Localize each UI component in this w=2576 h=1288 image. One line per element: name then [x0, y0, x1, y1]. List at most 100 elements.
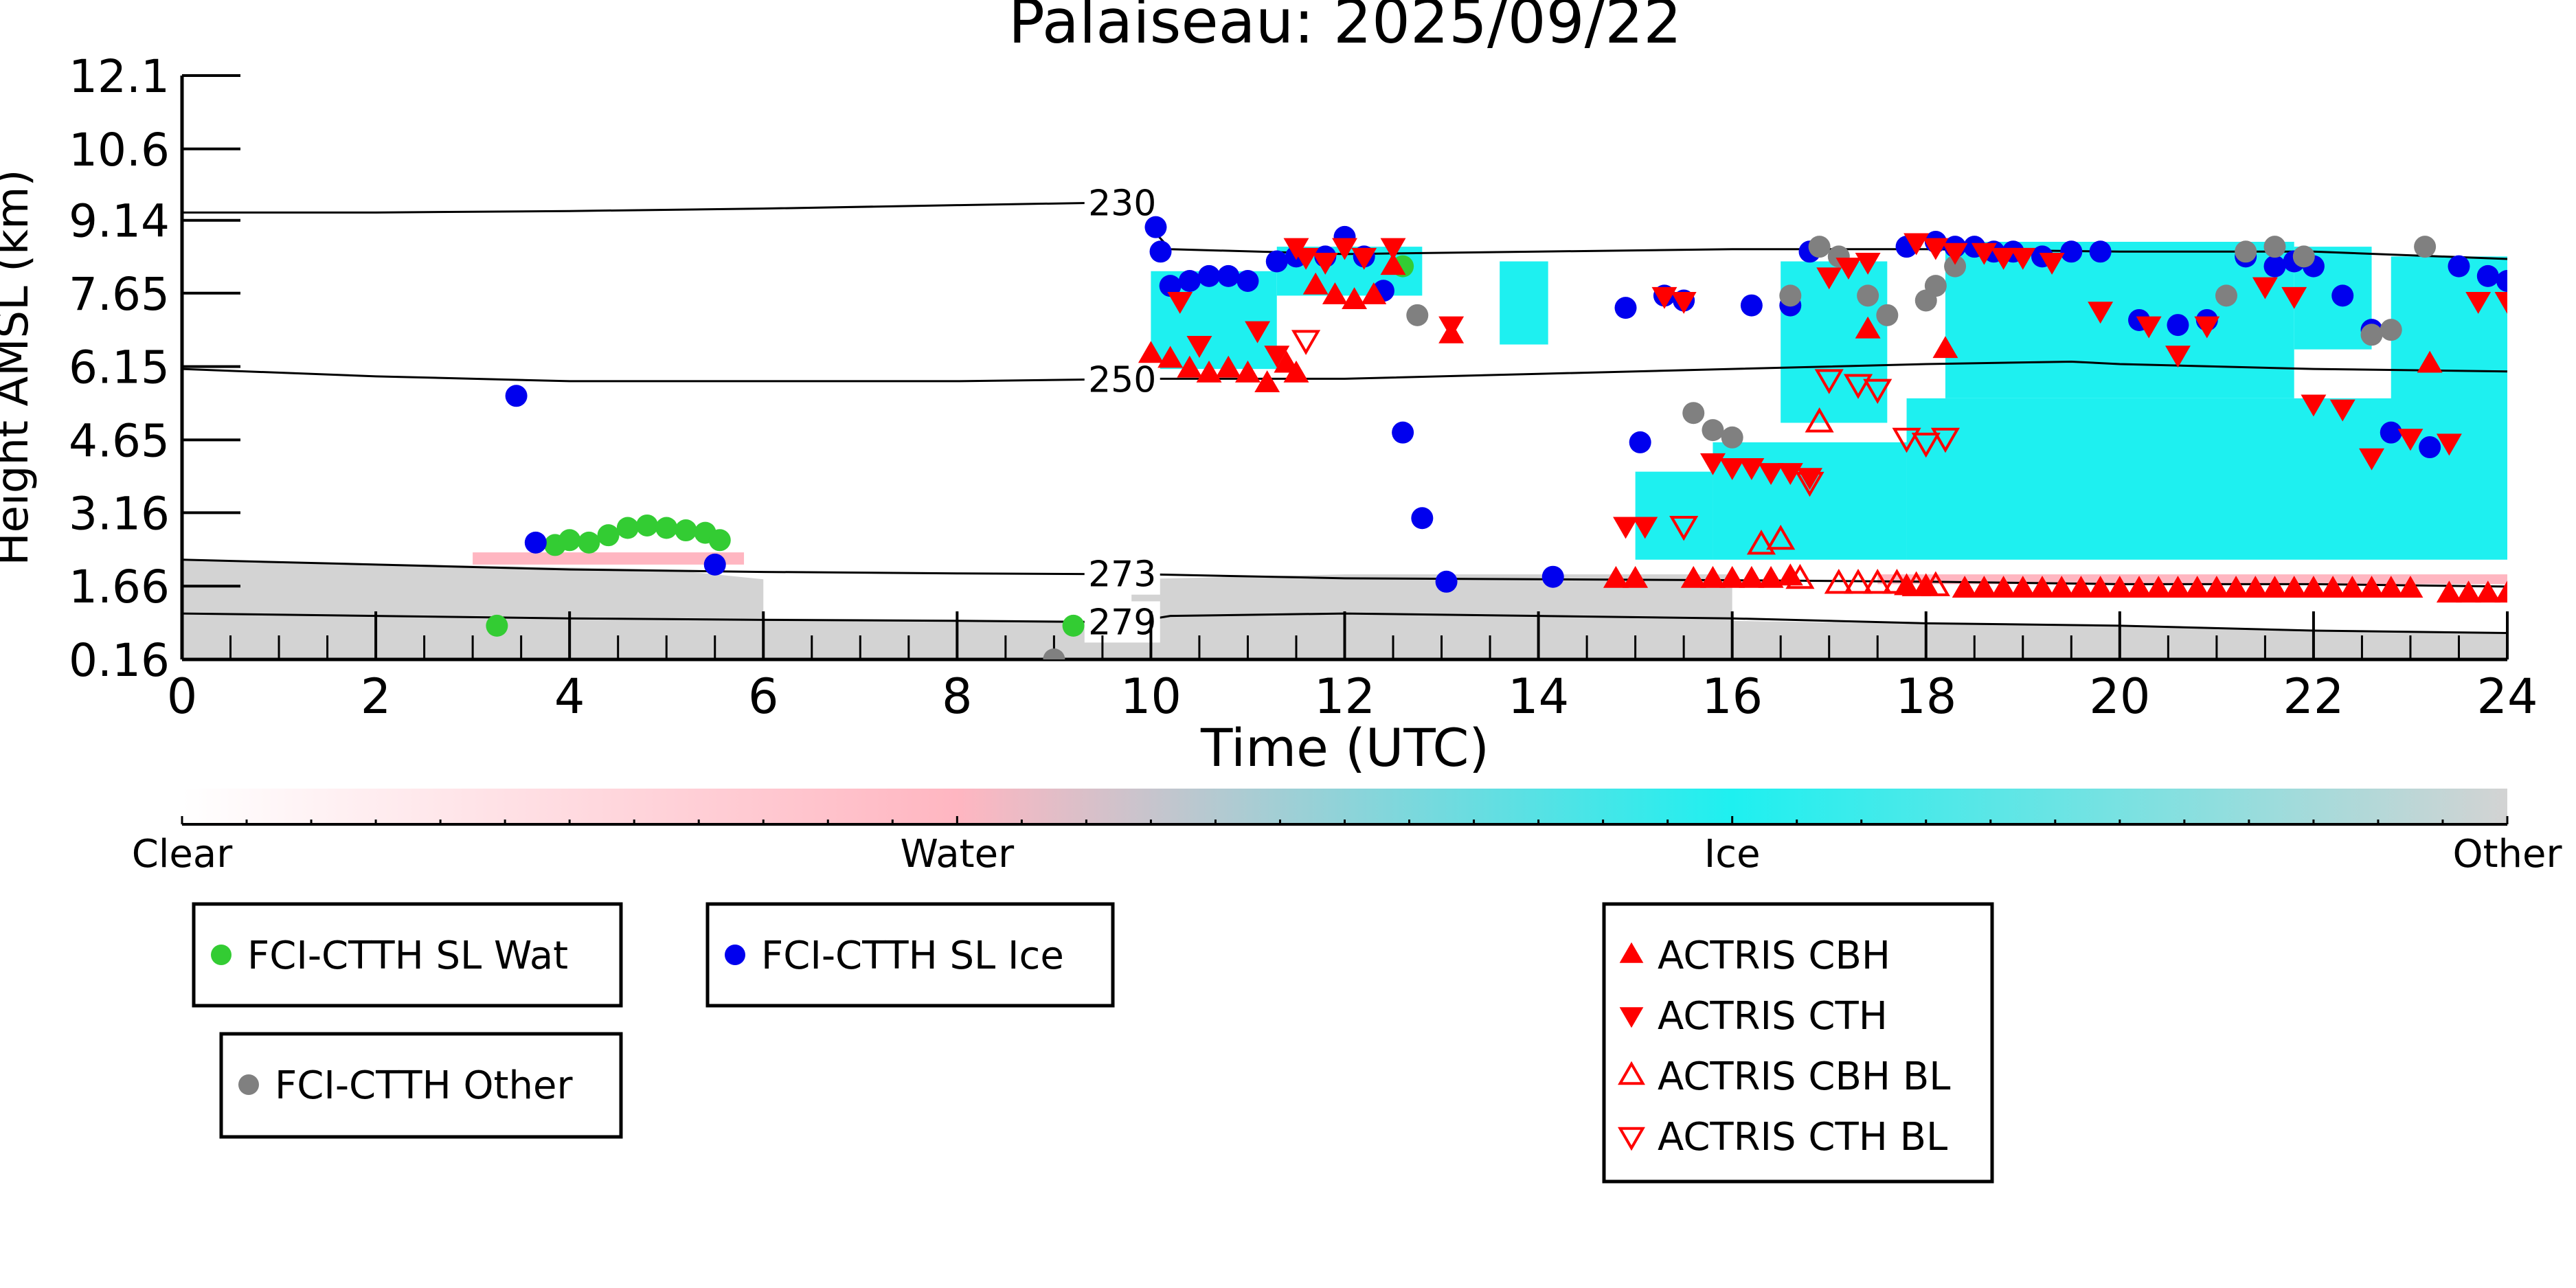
point-actris-cth: [1332, 238, 1357, 260]
point-actris-cth: [2165, 346, 2191, 368]
point-fci-ctth-sl-ice: [1265, 250, 1288, 273]
point-actris-cth: [2465, 291, 2492, 314]
point-actris-cth: [1816, 267, 1842, 290]
point-actris-cbh: [2397, 576, 2424, 598]
colorbar-label-water: Water: [901, 832, 1015, 877]
y-tick-label: 12.1: [69, 50, 170, 103]
point-actris-cbh: [2320, 576, 2346, 598]
point-fci-ctth-sl-ice: [1541, 565, 1564, 588]
point-fci-ctth-other: [1406, 304, 1429, 326]
point-actris-cth: [1264, 346, 1290, 368]
point-actris-cth: [1739, 458, 1765, 480]
point-fci-ctth-sl-ice: [1217, 264, 1240, 287]
point-fci-ctth-sl-ice: [1614, 297, 1637, 319]
point-fci-ctth-other: [1779, 284, 1802, 307]
colorbar-label-other: Other: [2452, 832, 2562, 877]
x-tick-label: 18: [1895, 668, 1956, 725]
point-actris-cbh: [2204, 576, 2230, 598]
point-actris-cbh: [2223, 576, 2249, 598]
x-tick-label: 8: [942, 668, 973, 725]
point-fci-ctth-other: [1944, 255, 1967, 278]
legend-box: [1602, 902, 1994, 1184]
legend-marker: [1618, 1127, 1645, 1151]
point-actris-cth: [2436, 433, 2462, 456]
point-actris-cth: [2252, 277, 2278, 300]
point-actris-cth: [1380, 238, 1406, 260]
point-actris-cth: [1719, 458, 1745, 480]
y-tick-label: 1.66: [69, 561, 170, 613]
point-actris-cth: [1923, 238, 1949, 260]
point-actris-cbh-bl: [1824, 568, 1853, 594]
point-actris-cth-bl: [1892, 427, 1921, 453]
point-actris-cbh-bl: [1843, 568, 1873, 594]
point-actris-cth-bl: [1843, 374, 1873, 399]
classification-colorbar: [182, 789, 2507, 826]
point-actris-cbh: [1302, 272, 1329, 295]
point-fci-ctth-other: [2263, 236, 2286, 258]
point-actris-cth: [2194, 316, 2220, 339]
region-other: [1131, 574, 1732, 621]
point-actris-cth: [2010, 247, 2036, 270]
point-actris-cbh: [1971, 576, 1997, 598]
point-actris-cbh: [2068, 576, 2094, 598]
point-actris-cth: [1903, 233, 1930, 256]
point-fci-ctth-sl-ice: [1236, 269, 1259, 292]
point-actris-cbh: [2262, 576, 2287, 598]
point-fci-ctth-sl-ice: [524, 531, 547, 554]
point-fci-ctth-sl-ice: [1740, 294, 1763, 317]
point-actris-cbh: [1680, 565, 1706, 588]
point-fci-ctth-other: [1682, 402, 1705, 425]
point-actris-cbh-bl: [1805, 407, 1834, 433]
point-actris-cth: [1632, 517, 1658, 539]
point-actris-cth: [2329, 399, 2355, 422]
point-fci-ctth-other: [1702, 419, 1724, 442]
x-tick-label: 24: [2476, 668, 2538, 725]
point-actris-cbh: [1952, 576, 1978, 598]
point-actris-cbh: [1138, 341, 1164, 363]
point-actris-cbh: [2242, 576, 2268, 598]
isotherm-labels: 230 250 273 279: [1084, 182, 1160, 643]
point-actris-cbh: [2417, 350, 2443, 373]
point-actris-cth-bl: [1669, 515, 1699, 541]
point-actris-cth: [1651, 286, 1677, 309]
point-fci-ctth-sl-ice: [1149, 240, 1172, 263]
point-actris-cbh: [2494, 580, 2507, 603]
point-fci-ctth-other: [2360, 324, 2383, 346]
point-actris-cth: [1991, 247, 2017, 270]
point-actris-cbh: [2281, 576, 2307, 598]
point-actris-cbh: [2010, 576, 2036, 598]
point-actris-cbh: [2436, 580, 2462, 603]
point-actris-cbh: [1215, 355, 1241, 378]
point-actris-cth: [1186, 336, 1212, 358]
point-fci-ctth-sl-wat: [486, 614, 508, 637]
point-fci-ctth-sl-wat: [1062, 614, 1085, 637]
x-tick-label: 16: [1702, 668, 1763, 725]
point-actris-cbh: [1157, 346, 1184, 368]
isotherm-label-279: 279: [1088, 602, 1156, 643]
point-fci-ctth-sl-ice: [1411, 507, 1434, 530]
y-axis-ticks: 0.16 1.66 3.16 4.65 6.15 7.65 9.14 10.6 12.1: [69, 50, 240, 687]
region-ice: [1500, 261, 1548, 345]
point-actris-cbh: [1380, 253, 1406, 275]
point-actris-cth: [1293, 247, 1319, 270]
isotherm-label-230: 230: [1088, 183, 1156, 224]
point-actris-cth: [2281, 286, 2307, 309]
point-fci-ctth-sl-ice: [1435, 570, 1458, 593]
point-actris-cbh: [2184, 576, 2211, 598]
point-actris-cbh: [1758, 565, 1784, 588]
x-axis-label: Time (UTC): [1200, 717, 1489, 778]
point-fci-ctth-other: [2380, 319, 2402, 341]
point-actris-cbh: [2048, 576, 2075, 598]
legend-label: ACTRIS CBH BL: [1658, 1054, 1950, 1099]
point-fci-ctth-sl-ice: [703, 553, 726, 576]
point-fci-ctth-sl-ice: [2263, 255, 2286, 278]
point-fci-ctth-other: [2292, 245, 2315, 268]
point-actris-cbh: [1196, 360, 1222, 383]
point-fci-ctth-sl-ice: [2380, 421, 2402, 444]
y-tick-label: 4.65: [69, 414, 170, 467]
x-tick-label: 12: [1314, 668, 1375, 725]
isotherm-label-bg: [1084, 601, 1160, 643]
point-actris-cbh: [1603, 565, 1629, 588]
point-actris-cth: [1245, 321, 1271, 343]
colorbar-ticks: [181, 816, 2509, 824]
